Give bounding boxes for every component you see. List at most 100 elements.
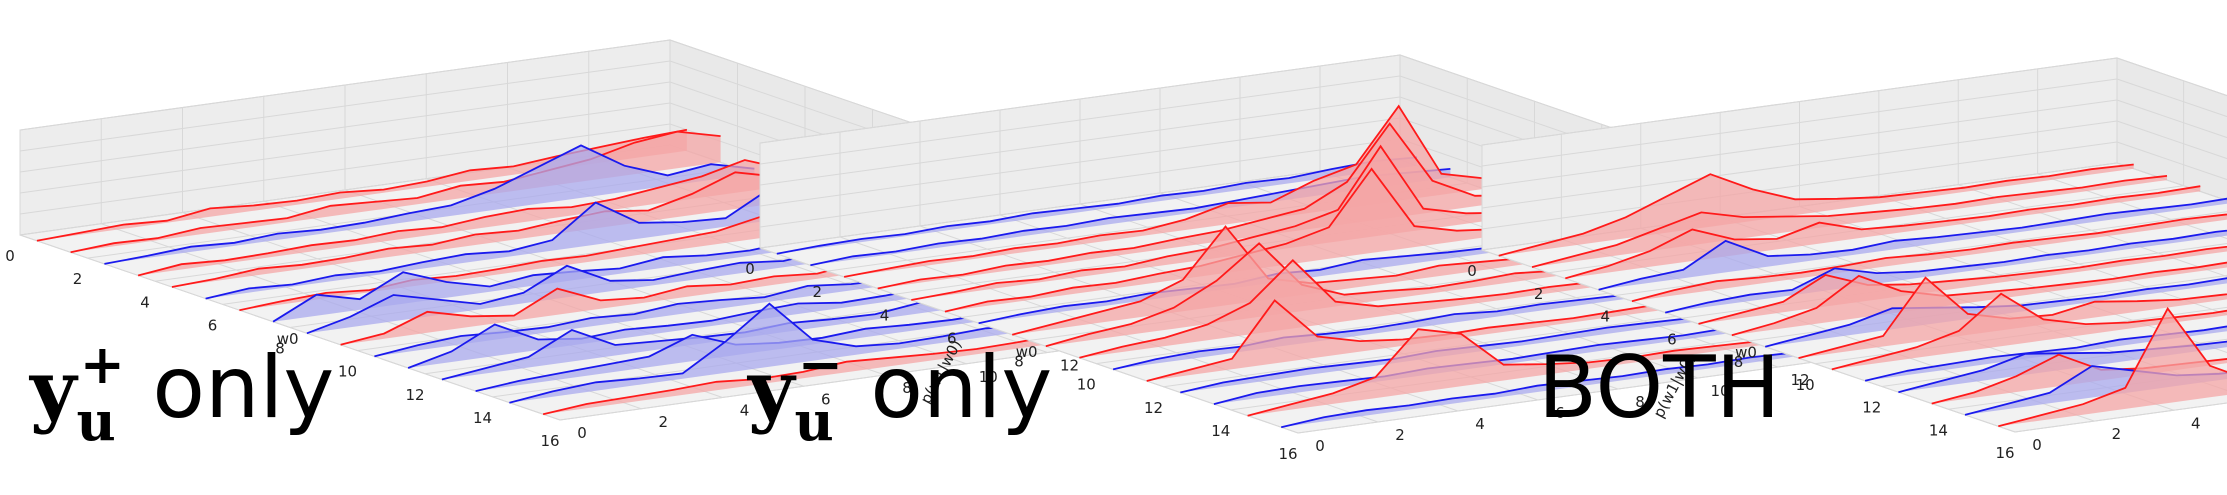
- x-tick-label: 12: [1862, 399, 1881, 417]
- panel-2-label-word: only: [870, 338, 1053, 438]
- series-line-w0-14: [1964, 365, 2227, 416]
- series-line-w0-7: [1731, 261, 2227, 337]
- series-fill-w0-5: [944, 168, 1585, 312]
- x-tick-label: 4: [1600, 308, 1610, 326]
- x-tick-label: 2: [1534, 285, 1544, 303]
- panel-1-label-sup: +: [79, 332, 125, 397]
- grid-line: [19, 102, 671, 194]
- x-tick-label: 16: [1995, 444, 2014, 462]
- y-tick-label: 10: [1710, 382, 1729, 400]
- series-fill-w0-9: [1079, 260, 1720, 358]
- series-line-w0-9: [1798, 276, 2227, 359]
- y-tick-label: 6: [1555, 404, 1565, 422]
- series-line-w0-12: [1898, 340, 2227, 394]
- grid-line: [19, 123, 671, 215]
- series-fill-w0-0: [36, 129, 687, 241]
- series-fill-w0-9: [1798, 277, 2227, 359]
- y-tick-label: 0: [1315, 437, 1325, 455]
- x-tick-label: 0: [5, 247, 15, 265]
- series-line-w0-15: [1998, 306, 2227, 428]
- grid-line: [1481, 141, 2118, 230]
- grid-line: [759, 96, 1401, 186]
- grid-line: [2116, 120, 2227, 160]
- x-tick-label: 4: [880, 306, 890, 324]
- panel-2-label-sup: −: [797, 332, 843, 397]
- series-fill-w0-4: [171, 172, 822, 287]
- series-line-w0-0: [776, 156, 1417, 255]
- y-tick-label: 2: [1395, 426, 1405, 444]
- y-tick-label: 4: [2191, 414, 2201, 432]
- grid-line: [2037, 173, 2227, 240]
- series-fill-w0-8: [306, 232, 957, 334]
- panel-3-label: BOTH: [1538, 338, 1780, 438]
- grid-line: [759, 75, 1401, 165]
- series-line-w0-8: [1764, 277, 2227, 348]
- series-line-w0-5: [1664, 229, 2227, 314]
- grid-line: [2014, 402, 2227, 433]
- grid-line: [2116, 162, 2227, 202]
- panel-2-label: yu− only: [748, 332, 1053, 453]
- y-tick-label: 12: [1790, 371, 1809, 389]
- x-axis-label: w0: [1735, 343, 1757, 361]
- series-fill-w0-4: [911, 146, 1552, 300]
- series-fill-w0-12: [1180, 299, 1821, 393]
- series-line-w0-0: [1498, 163, 2134, 257]
- x-tick-label: 14: [1211, 422, 1230, 440]
- x-axis-label: w0: [1016, 343, 1038, 361]
- grid-line: [1878, 195, 2227, 316]
- series-fill-w0-9: [340, 249, 991, 345]
- series-line-w0-1: [1531, 175, 2168, 268]
- series-fill-w0-15: [543, 319, 1194, 415]
- series-fill-w0-14: [1247, 322, 1888, 416]
- series-fill-w0-15: [1998, 308, 2227, 427]
- grid-line: [19, 60, 671, 152]
- panel-2-label-sub: u: [794, 389, 834, 453]
- x-axis-label: w0: [277, 330, 299, 348]
- series-fill-w0-1: [70, 131, 721, 253]
- x-tick-label: 2: [73, 270, 83, 288]
- grid-line: [1481, 78, 2118, 167]
- grid-line: [2116, 99, 2227, 139]
- series-fill-w0-3: [138, 160, 789, 276]
- series-fill-w0-2: [104, 145, 755, 264]
- grid-line: [2116, 57, 2227, 97]
- x-tick-label: 8: [1734, 353, 1744, 371]
- series-fill-w0-7: [273, 221, 924, 322]
- x-tick-label: 12: [405, 386, 424, 404]
- panel-2-plot: 024681012141602468101214160.00.20.40.60.…: [745, 54, 1972, 463]
- panel-1-label: yu+ only: [30, 332, 334, 453]
- x-tick-label: 16: [1278, 445, 1297, 463]
- y-tick-label: 0: [577, 424, 587, 442]
- x-tick-label: 10: [1796, 376, 1815, 394]
- panel-3-plot: 024681012141602468101214160.00.20.40.60.…: [1467, 57, 2227, 462]
- series-line-w0-1: [70, 130, 721, 254]
- x-tick-label: 12: [1144, 399, 1163, 417]
- x-tick-label: 0: [745, 260, 755, 278]
- y-tick-label: 8: [902, 379, 912, 397]
- series-line-w0-6: [1698, 245, 2227, 325]
- x-tick-label: 16: [540, 432, 559, 450]
- series-fill-w0-3: [1598, 198, 2227, 290]
- series-line-w0-3: [877, 122, 1518, 290]
- grid-line: [1958, 184, 2227, 278]
- x-tick-label: 2: [812, 283, 822, 301]
- grid-line: [19, 81, 671, 173]
- y-tick-label: 6: [821, 390, 831, 408]
- grid-line: [759, 117, 1401, 207]
- y-tick-label: 12: [1060, 357, 1079, 375]
- panel-2-label-symbol: y: [748, 342, 795, 436]
- y-tick-label: 2: [658, 413, 668, 431]
- x-tick-label: 0: [1467, 262, 1477, 280]
- panel-1-label-sub: u: [76, 389, 116, 453]
- grid-line: [2116, 141, 2227, 181]
- series-fill-w0-13: [475, 281, 1126, 392]
- series-fill-w0-11: [1146, 287, 1787, 381]
- series-fill-w0-15: [1281, 334, 1922, 428]
- grid-line: [2116, 78, 2227, 118]
- series-line-w0-4: [1631, 213, 2227, 303]
- x-tick-label: 6: [1667, 330, 1677, 348]
- grid-line: [759, 138, 1401, 228]
- x-tick-label: 6: [947, 329, 957, 347]
- x-tick-label: 4: [140, 293, 150, 311]
